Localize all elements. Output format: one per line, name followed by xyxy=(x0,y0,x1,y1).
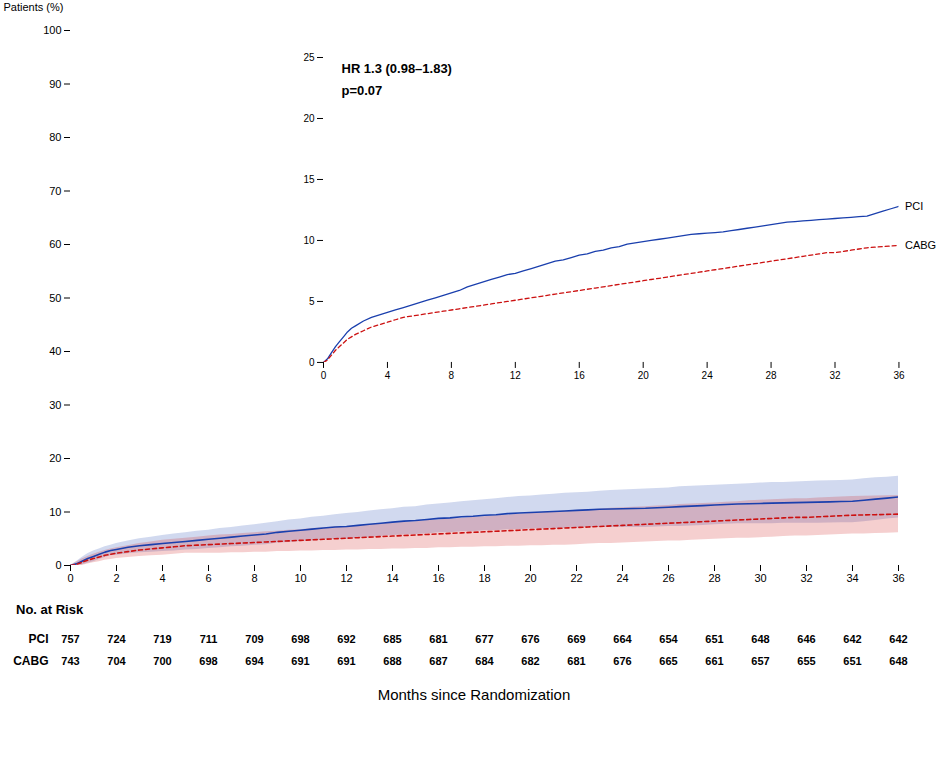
svg-text:32: 32 xyxy=(829,369,841,380)
svg-text:685: 685 xyxy=(383,633,401,645)
svg-text:698: 698 xyxy=(291,633,309,645)
svg-text:CABG: CABG xyxy=(13,654,48,668)
svg-text:CABG: CABG xyxy=(904,239,935,251)
svg-text:682: 682 xyxy=(521,655,539,667)
svg-text:688: 688 xyxy=(383,655,401,667)
svg-text:8: 8 xyxy=(251,572,257,584)
svg-text:687: 687 xyxy=(429,655,447,667)
svg-text:36: 36 xyxy=(892,572,904,584)
svg-text:669: 669 xyxy=(567,633,585,645)
svg-text:70: 70 xyxy=(49,185,61,197)
svg-text:24: 24 xyxy=(701,369,713,380)
svg-text:676: 676 xyxy=(613,655,631,667)
svg-text:90: 90 xyxy=(49,78,61,90)
svg-text:677: 677 xyxy=(475,633,493,645)
svg-text:14: 14 xyxy=(386,572,398,584)
svg-text:676: 676 xyxy=(521,633,539,645)
svg-text:34: 34 xyxy=(846,572,858,584)
svg-text:704: 704 xyxy=(107,655,126,667)
svg-text:12: 12 xyxy=(340,572,352,584)
svg-text:8: 8 xyxy=(448,369,454,380)
svg-text:654: 654 xyxy=(659,633,678,645)
svg-text:684: 684 xyxy=(475,655,494,667)
svg-text:30: 30 xyxy=(49,399,61,411)
svg-text:2: 2 xyxy=(113,572,119,584)
svg-text:757: 757 xyxy=(61,633,79,645)
svg-text:30: 30 xyxy=(754,572,766,584)
svg-text:698: 698 xyxy=(199,655,217,667)
svg-text:694: 694 xyxy=(245,655,264,667)
svg-text:24: 24 xyxy=(616,572,628,584)
svg-text:26: 26 xyxy=(662,572,674,584)
svg-text:4: 4 xyxy=(384,369,390,380)
svg-text:32: 32 xyxy=(800,572,812,584)
svg-text:25: 25 xyxy=(303,51,315,62)
svg-text:709: 709 xyxy=(245,633,263,645)
svg-text:646: 646 xyxy=(797,633,815,645)
svg-text:642: 642 xyxy=(889,633,907,645)
svg-text:0: 0 xyxy=(67,572,73,584)
svg-text:p=0.07: p=0.07 xyxy=(341,82,382,97)
svg-text:10: 10 xyxy=(294,572,306,584)
svg-text:28: 28 xyxy=(708,572,720,584)
svg-text:661: 661 xyxy=(705,655,723,667)
svg-text:18: 18 xyxy=(478,572,490,584)
svg-text:691: 691 xyxy=(291,655,309,667)
svg-text:PCI: PCI xyxy=(904,200,922,212)
svg-text:648: 648 xyxy=(889,655,907,667)
svg-text:100: 100 xyxy=(43,24,61,36)
svg-text:16: 16 xyxy=(573,369,585,380)
svg-text:20: 20 xyxy=(524,572,536,584)
html-text:No. at Risk: No. at Risk xyxy=(16,602,84,617)
svg-text:36: 36 xyxy=(893,369,905,380)
svg-text:20: 20 xyxy=(637,369,649,380)
svg-text:691: 691 xyxy=(337,655,355,667)
svg-text:4: 4 xyxy=(159,572,165,584)
svg-text:665: 665 xyxy=(659,655,677,667)
svg-text:Patients (%): Patients (%) xyxy=(4,1,64,13)
svg-text:PCI: PCI xyxy=(28,632,48,646)
svg-text:642: 642 xyxy=(843,633,861,645)
svg-text:692: 692 xyxy=(337,633,355,645)
svg-text:648: 648 xyxy=(751,633,769,645)
svg-text:50: 50 xyxy=(49,292,61,304)
svg-text:15: 15 xyxy=(303,173,315,184)
svg-text:651: 651 xyxy=(843,655,861,667)
svg-text:0: 0 xyxy=(55,559,61,571)
svg-text:10: 10 xyxy=(49,506,61,518)
svg-text:655: 655 xyxy=(797,655,815,667)
svg-text:40: 40 xyxy=(49,345,61,357)
svg-text:28: 28 xyxy=(765,369,777,380)
svg-text:681: 681 xyxy=(567,655,585,667)
svg-text:681: 681 xyxy=(429,633,447,645)
svg-text:HR 1.3 (0.98–1.83): HR 1.3 (0.98–1.83) xyxy=(341,60,451,75)
svg-text:6: 6 xyxy=(205,572,211,584)
svg-text:719: 719 xyxy=(153,633,171,645)
svg-text:664: 664 xyxy=(613,633,632,645)
svg-text:657: 657 xyxy=(751,655,769,667)
svg-text:5: 5 xyxy=(308,295,314,306)
svg-text:651: 651 xyxy=(705,633,723,645)
svg-text:700: 700 xyxy=(153,655,171,667)
svg-text:724: 724 xyxy=(107,633,126,645)
svg-text:22: 22 xyxy=(570,572,582,584)
html-text:Months since Randomization: Months since Randomization xyxy=(377,686,571,703)
svg-text:16: 16 xyxy=(432,572,444,584)
svg-text:0: 0 xyxy=(320,369,326,380)
svg-text:743: 743 xyxy=(61,655,79,667)
svg-text:80: 80 xyxy=(49,131,61,143)
svg-text:20: 20 xyxy=(49,452,61,464)
svg-text:20: 20 xyxy=(303,112,315,123)
svg-text:12: 12 xyxy=(509,369,521,380)
svg-text:0: 0 xyxy=(308,356,314,367)
svg-text:711: 711 xyxy=(200,633,218,645)
svg-text:60: 60 xyxy=(49,238,61,250)
svg-text:10: 10 xyxy=(303,234,315,245)
